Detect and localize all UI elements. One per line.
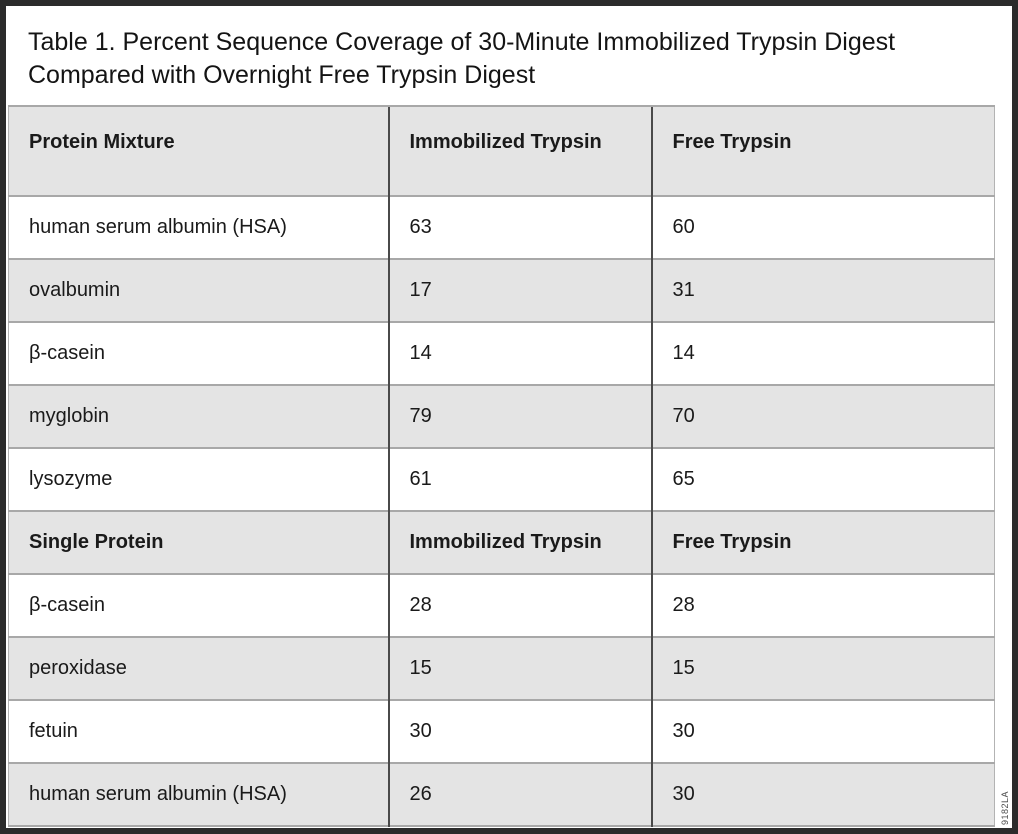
- table-row: peroxidase 15 15: [8, 636, 995, 700]
- immobilized-value-cell: 26: [387, 762, 652, 826]
- column-header-immobilized-trypsin: Immobilized Trypsin: [387, 510, 652, 574]
- table-row: ovalbumin 17 31: [8, 258, 995, 322]
- protein-name-cell: β-casein: [8, 573, 389, 637]
- column-header-immobilized-trypsin: Immobilized Trypsin: [387, 105, 652, 196]
- table-row: β-casein 14 14: [8, 321, 995, 385]
- immobilized-value-cell: 17: [387, 258, 652, 322]
- table-row: fetuin 30 30: [8, 699, 995, 763]
- watermark-code: 9182LA: [1000, 790, 1010, 825]
- protein-name-cell: ovalbumin: [8, 258, 389, 322]
- immobilized-value-cell: 30: [387, 699, 652, 763]
- free-value-cell: 14: [650, 321, 995, 385]
- column-header-single-protein: Single Protein: [8, 510, 389, 574]
- free-value-cell: 65: [650, 447, 995, 511]
- immobilized-value-cell: 14: [387, 321, 652, 385]
- immobilized-value-cell: 15: [387, 636, 652, 700]
- immobilized-value-cell: 28: [387, 573, 652, 637]
- immobilized-value-cell: 63: [387, 195, 652, 259]
- protein-name-cell: fetuin: [8, 699, 389, 763]
- protein-name-cell: human serum albumin (HSA): [8, 762, 389, 826]
- table-title: Table 1. Percent Sequence Coverage of 30…: [28, 28, 896, 89]
- protein-name-cell: β-casein: [8, 321, 389, 385]
- table-row: lysozyme 61 65: [8, 447, 995, 511]
- protein-name-cell: myglobin: [8, 384, 389, 448]
- free-value-cell: 15: [650, 636, 995, 700]
- protein-name-cell: lysozyme: [8, 447, 389, 511]
- free-value-cell: 60: [650, 195, 995, 259]
- table-row: myglobin 79 70: [8, 384, 995, 448]
- header-row-single-protein: Single Protein Immobilized Trypsin Free …: [8, 510, 995, 574]
- immobilized-value-cell: 79: [387, 384, 652, 448]
- column-header-protein-mixture: Protein Mixture: [8, 105, 389, 196]
- table-row: β-casein 28 28: [8, 573, 995, 637]
- protein-name-cell: peroxidase: [8, 636, 389, 700]
- table-row: human serum albumin (HSA) 26 30: [8, 762, 995, 826]
- immobilized-value-cell: 61: [387, 447, 652, 511]
- sequence-coverage-table: Protein Mixture Immobilized Trypsin Free…: [8, 105, 995, 827]
- protein-name-cell: human serum albumin (HSA): [8, 195, 389, 259]
- column-header-free-trypsin: Free Trypsin: [650, 105, 995, 196]
- free-value-cell: 28: [650, 573, 995, 637]
- free-value-cell: 30: [650, 699, 995, 763]
- free-value-cell: 31: [650, 258, 995, 322]
- free-value-cell: 70: [650, 384, 995, 448]
- free-value-cell: 30: [650, 762, 995, 826]
- table-row: human serum albumin (HSA) 63 60: [8, 195, 995, 259]
- column-header-free-trypsin: Free Trypsin: [650, 510, 995, 574]
- header-row-protein-mixture: Protein Mixture Immobilized Trypsin Free…: [8, 105, 995, 196]
